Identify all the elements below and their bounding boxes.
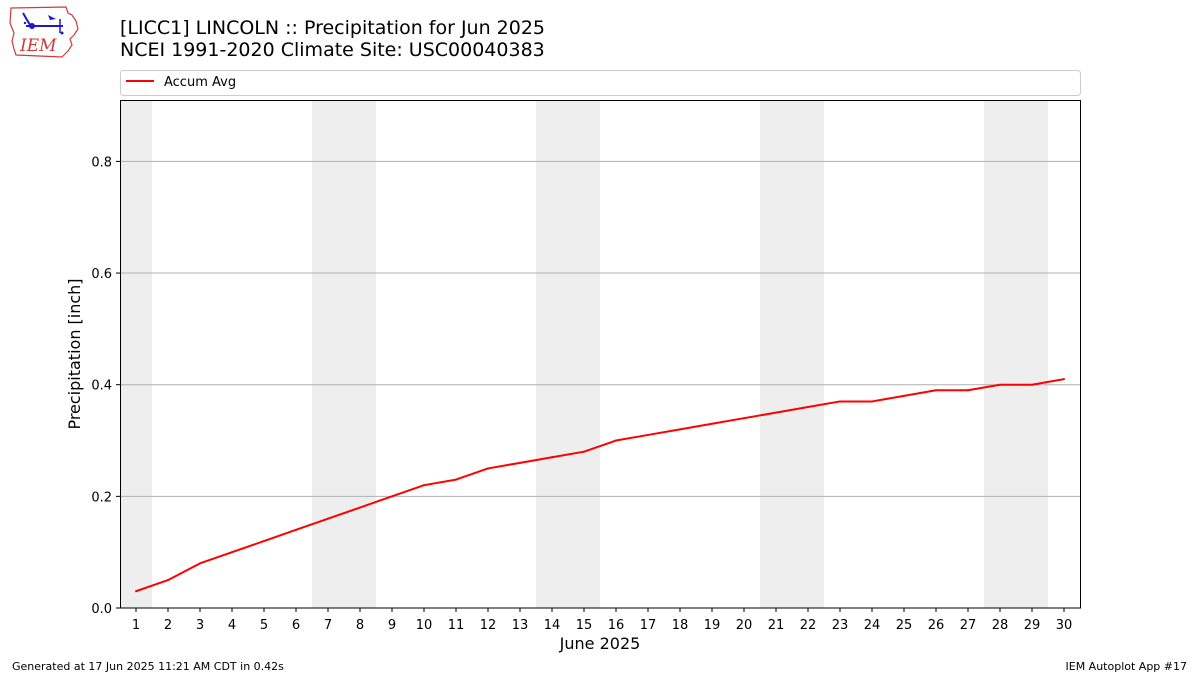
iem-logo-icon: IEM bbox=[9, 6, 79, 58]
weekend-band bbox=[568, 100, 600, 608]
x-tick-label: 15 bbox=[576, 618, 593, 633]
data-point bbox=[359, 506, 361, 509]
x-tick-label: 1 bbox=[132, 618, 140, 633]
data-point bbox=[647, 433, 649, 436]
data-point bbox=[199, 562, 201, 565]
y-tick-label: 0.2 bbox=[91, 490, 112, 505]
iem-logo: IEM bbox=[8, 5, 82, 63]
data-point bbox=[295, 528, 297, 531]
footer-app: IEM Autoplot App #17 bbox=[1065, 660, 1188, 673]
data-point bbox=[263, 540, 265, 543]
data-point bbox=[583, 450, 585, 453]
data-point bbox=[903, 394, 905, 397]
data-point bbox=[167, 579, 169, 582]
data-point bbox=[871, 400, 873, 403]
chart-title-line1: [LICC1] LINCOLN :: Precipitation for Jun… bbox=[120, 17, 546, 39]
chart-title-line2: NCEI 1991-2020 Climate Site: USC00040383 bbox=[120, 39, 545, 61]
data-point bbox=[231, 551, 233, 554]
x-tick-label: 11 bbox=[448, 618, 465, 633]
data-point bbox=[967, 389, 969, 392]
data-point bbox=[391, 495, 393, 498]
x-tick-label: 6 bbox=[292, 618, 300, 633]
y-axis-label: Precipitation [inch] bbox=[65, 278, 84, 429]
y-axis-ticks: 0.0 0.2 0.4 0.6 0.8 bbox=[91, 155, 120, 617]
x-tick-label: 25 bbox=[896, 618, 913, 633]
x-tick-label: 23 bbox=[832, 618, 849, 633]
legend-label: Accum Avg bbox=[164, 75, 236, 90]
x-tick-label: 3 bbox=[196, 618, 204, 633]
x-tick-label: 27 bbox=[960, 618, 977, 633]
footer-generated: Generated at 17 Jun 2025 11:21 AM CDT in… bbox=[12, 660, 284, 673]
x-tick-label: 4 bbox=[228, 618, 236, 633]
x-tick-label: 16 bbox=[608, 618, 625, 633]
data-point bbox=[711, 422, 713, 425]
weekend-band bbox=[792, 100, 824, 608]
x-tick-label: 30 bbox=[1056, 618, 1073, 633]
y-tick-label: 0.8 bbox=[91, 155, 112, 170]
weekend-band bbox=[120, 100, 152, 608]
x-tick-label: 20 bbox=[736, 618, 753, 633]
data-point bbox=[999, 383, 1001, 386]
weekend-band bbox=[536, 100, 568, 608]
x-tick-label: 17 bbox=[640, 618, 657, 633]
data-point bbox=[615, 439, 617, 442]
x-tick-label: 22 bbox=[800, 618, 817, 633]
data-point bbox=[839, 400, 841, 403]
x-tick-label: 9 bbox=[388, 618, 396, 633]
data-point bbox=[551, 456, 553, 459]
x-tick-label: 7 bbox=[324, 618, 332, 633]
data-point bbox=[807, 406, 809, 409]
data-point bbox=[679, 428, 681, 431]
weekend-band bbox=[760, 100, 792, 608]
x-tick-label: 13 bbox=[512, 618, 529, 633]
y-tick-label: 0.0 bbox=[91, 602, 112, 617]
x-tick-label: 14 bbox=[544, 618, 561, 633]
data-point bbox=[327, 517, 329, 520]
x-tick-label: 10 bbox=[416, 618, 433, 633]
legend-box bbox=[120, 70, 1081, 96]
series-line-accum-avg bbox=[135, 378, 1065, 593]
y-tick-label: 0.4 bbox=[91, 379, 112, 394]
chart-title: [LICC1] LINCOLN :: Precipitation for Jun… bbox=[120, 17, 545, 61]
data-point bbox=[1063, 378, 1065, 381]
weekend-band bbox=[344, 100, 376, 608]
data-point bbox=[775, 411, 777, 414]
x-tick-label: 5 bbox=[260, 618, 268, 633]
data-point bbox=[423, 484, 425, 487]
data-point bbox=[743, 417, 745, 420]
x-tick-label: 24 bbox=[864, 618, 881, 633]
legend: Accum Avg bbox=[120, 70, 1081, 96]
data-point bbox=[487, 467, 489, 470]
weekend-band bbox=[984, 100, 1016, 608]
series-lines bbox=[135, 378, 1065, 593]
x-tick-label: 18 bbox=[672, 618, 689, 633]
plot-frame bbox=[120, 100, 1081, 609]
x-axis-ticks: 1 2 3 4 5 6 7 8 9 10 11 12 13 14 15 16 17 18 19 20 21 22 23 24 2… bbox=[132, 608, 1072, 633]
x-tick-label: 28 bbox=[992, 618, 1009, 633]
data-point bbox=[455, 478, 457, 481]
data-point bbox=[135, 590, 137, 593]
x-tick-label: 8 bbox=[356, 618, 364, 633]
weekend-band bbox=[1016, 100, 1048, 608]
y-tick-label: 0.6 bbox=[91, 267, 112, 282]
weekend-shading bbox=[120, 100, 1048, 608]
x-tick-label: 19 bbox=[704, 618, 721, 633]
data-point bbox=[935, 389, 937, 392]
svg-text:IEM: IEM bbox=[19, 36, 57, 56]
x-tick-label: 26 bbox=[928, 618, 945, 633]
x-tick-label: 2 bbox=[164, 618, 172, 633]
x-tick-label: 21 bbox=[768, 618, 785, 633]
x-tick-label: 29 bbox=[1024, 618, 1041, 633]
data-point bbox=[519, 461, 521, 464]
data-point bbox=[1031, 383, 1033, 386]
weekend-band bbox=[312, 100, 344, 608]
gridlines bbox=[120, 160, 1080, 497]
x-axis-label: June 2025 bbox=[559, 634, 641, 653]
x-tick-label: 12 bbox=[480, 618, 497, 633]
